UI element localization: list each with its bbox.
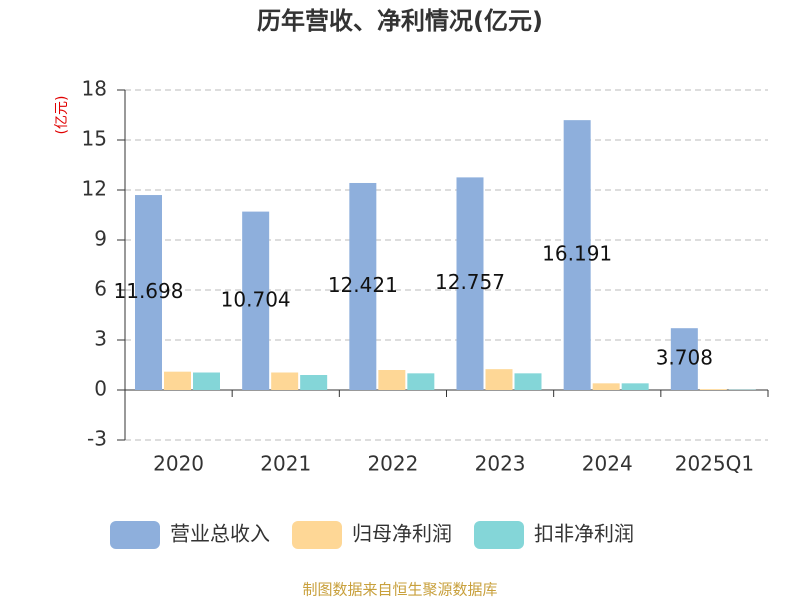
- bar: [378, 370, 406, 390]
- y-tick-label: 3: [94, 327, 107, 351]
- bar: [456, 177, 484, 390]
- legend-label: 归母净利润: [352, 522, 452, 546]
- y-tick-label: -3: [87, 427, 107, 451]
- bar: [699, 389, 727, 390]
- y-tick-label: 0: [94, 377, 107, 401]
- data-label: 16.191: [542, 242, 612, 266]
- y-tick-label: 6: [94, 277, 107, 301]
- legend-swatch: [474, 521, 524, 549]
- legend-label: 营业总收入: [170, 522, 270, 546]
- bar: [485, 369, 513, 390]
- bar: [164, 371, 191, 390]
- x-tick-label: 2025Q1: [675, 452, 754, 476]
- y-tick-label: 18: [82, 77, 107, 101]
- bar: [193, 372, 220, 390]
- legend-swatch: [110, 521, 160, 549]
- bar: [621, 383, 649, 390]
- bar: [563, 120, 591, 391]
- bar: [514, 373, 542, 390]
- x-tick-label: 2023: [475, 452, 526, 476]
- bar: [670, 328, 698, 390]
- x-tick-label: 2021: [260, 452, 311, 476]
- x-tick-label: 2022: [367, 452, 418, 476]
- bar: [242, 211, 270, 390]
- x-tick-label: 2024: [582, 452, 633, 476]
- data-label: 3.708: [656, 346, 713, 370]
- data-label: 12.757: [435, 270, 505, 294]
- bar: [349, 182, 377, 390]
- bar: [592, 383, 620, 390]
- bar: [271, 372, 299, 390]
- y-axis-label: (亿元): [54, 96, 70, 135]
- source-note: 制图数据来自恒生聚源数据库: [302, 581, 497, 599]
- y-tick-label: 12: [82, 177, 107, 201]
- bar: [407, 373, 435, 390]
- bar: [135, 195, 162, 390]
- x-tick-label: 2020: [153, 452, 204, 476]
- chart-title: 历年营收、净利情况(亿元): [257, 7, 543, 35]
- legend-label: 扣非净利润: [534, 522, 634, 546]
- bar: [300, 375, 328, 390]
- data-label: 12.421: [328, 273, 398, 297]
- y-tick-label: 9: [94, 227, 107, 251]
- data-label: 11.698: [114, 279, 184, 303]
- y-tick-label: 15: [82, 127, 107, 151]
- data-label: 10.704: [221, 287, 291, 311]
- legend-swatch: [292, 521, 342, 549]
